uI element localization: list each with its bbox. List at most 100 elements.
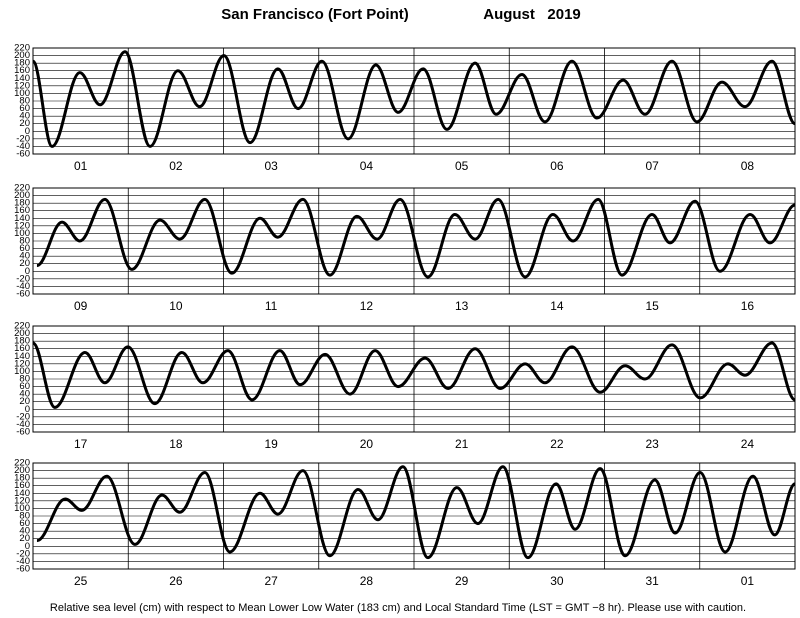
y-tick-label: -20 (16, 133, 30, 144)
x-tick-label: 31 (645, 574, 659, 588)
y-tick-label: 160 (14, 480, 30, 491)
y-tick-label: 100 (14, 503, 30, 514)
y-tick-label: 200 (14, 190, 30, 201)
x-tick-label: 07 (645, 159, 659, 173)
y-tick-label: -60 (16, 289, 30, 300)
y-tick-label: 180 (14, 336, 30, 347)
x-tick-label: 29 (455, 574, 469, 588)
y-tick-label: -20 (16, 273, 30, 284)
y-tick-label: 100 (14, 88, 30, 99)
chart-title: San Francisco (Fort Point) (221, 6, 409, 23)
plot-frame (32, 47, 796, 155)
y-tick-label: -40 (16, 281, 30, 292)
x-tick-label: 16 (741, 299, 755, 313)
y-tick-label: 220 (14, 183, 30, 194)
y-tick-label: 200 (14, 328, 30, 339)
x-tick-label: 01 (74, 159, 88, 173)
y-tick-label: 180 (14, 473, 30, 484)
y-tick-label: 120 (14, 358, 30, 369)
y-tick-label: 120 (14, 80, 30, 91)
x-tick-label: 12 (360, 299, 374, 313)
y-tick-label: 120 (14, 220, 30, 231)
y-tick-label: 60 (19, 103, 30, 114)
x-tick-label: 30 (550, 574, 564, 588)
y-tick-label: -60 (16, 149, 30, 160)
y-tick-label: 20 (19, 258, 30, 269)
y-tick-label: 20 (19, 118, 30, 129)
y-tick-label: 120 (14, 495, 30, 506)
x-tick-label: 21 (455, 437, 469, 451)
x-tick-label: 23 (645, 437, 659, 451)
y-tick-label: 60 (19, 381, 30, 392)
chart-date: August 2019 (483, 6, 581, 23)
x-tick-label: 13 (455, 299, 469, 313)
x-tick-label: 11 (265, 299, 278, 313)
y-tick-label: 100 (14, 366, 30, 377)
x-tick-label: 06 (550, 159, 564, 173)
x-tick-label: 10 (169, 299, 183, 313)
y-tick-label: 140 (14, 351, 30, 362)
y-tick-label: 220 (14, 43, 30, 54)
x-tick-label: 27 (264, 574, 278, 588)
y-tick-label: 80 (19, 96, 30, 107)
y-tick-label: 160 (14, 205, 30, 216)
footnote: Relative sea level (cm) with respect to … (50, 602, 746, 614)
x-tick-label: 22 (550, 437, 564, 451)
y-tick-label: -40 (16, 419, 30, 430)
x-tick-label: 08 (741, 159, 755, 173)
x-tick-label: 02 (169, 159, 183, 173)
x-tick-label: 15 (645, 299, 659, 313)
tide-line (31, 341, 796, 409)
y-tick-label: -20 (16, 411, 30, 422)
y-tick-label: 60 (19, 243, 30, 254)
plot-frame (32, 462, 796, 570)
y-tick-label: 200 (14, 50, 30, 61)
y-tick-label: 40 (19, 389, 30, 400)
tide-line (31, 50, 797, 148)
y-tick-label: 160 (14, 65, 30, 76)
y-tick-label: 180 (14, 58, 30, 69)
y-tick-label: 220 (14, 458, 30, 469)
x-tick-label: 20 (360, 437, 374, 451)
y-tick-label: 20 (19, 533, 30, 544)
y-tick-label: 160 (14, 343, 30, 354)
x-tick-label: 26 (169, 574, 183, 588)
y-tick-label: 40 (19, 526, 30, 537)
y-tick-label: 180 (14, 198, 30, 209)
x-tick-label: 09 (74, 299, 88, 313)
x-tick-label: 25 (74, 574, 88, 588)
tide-line (36, 197, 796, 279)
y-tick-label: 0 (25, 541, 30, 552)
y-tick-label: -20 (16, 548, 30, 559)
y-tick-label: -40 (16, 141, 30, 152)
x-tick-label: 14 (550, 299, 564, 313)
y-tick-label: 80 (19, 374, 30, 385)
y-tick-label: 0 (25, 404, 30, 415)
y-tick-label: 40 (19, 111, 30, 122)
y-tick-label: -60 (16, 427, 30, 438)
x-tick-label: 28 (360, 574, 374, 588)
y-tick-label: 0 (25, 126, 30, 137)
x-tick-label: 04 (360, 159, 374, 173)
plot-frame (32, 325, 796, 433)
y-tick-label: 200 (14, 465, 30, 476)
x-tick-label: 03 (264, 159, 278, 173)
y-tick-label: 140 (14, 73, 30, 84)
x-tick-label: 19 (264, 437, 278, 451)
y-tick-label: 100 (14, 228, 30, 239)
y-tick-label: 40 (19, 251, 30, 262)
y-tick-label: -40 (16, 556, 30, 567)
y-tick-label: 20 (19, 396, 30, 407)
y-tick-label: 80 (19, 236, 30, 247)
y-tick-label: 0 (25, 266, 30, 277)
x-tick-label: 18 (169, 437, 183, 451)
y-tick-label: -60 (16, 564, 30, 575)
y-tick-label: 140 (14, 213, 30, 224)
y-tick-label: 60 (19, 518, 30, 529)
x-tick-label: 05 (455, 159, 469, 173)
x-tick-label: 24 (741, 437, 755, 451)
plot-frame (32, 187, 796, 295)
y-tick-label: 140 (14, 488, 30, 499)
tide-line (36, 465, 796, 560)
